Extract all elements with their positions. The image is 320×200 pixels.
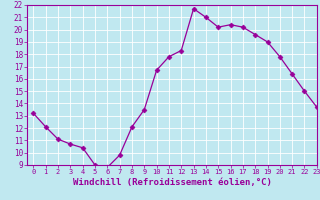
X-axis label: Windchill (Refroidissement éolien,°C): Windchill (Refroidissement éolien,°C) <box>73 178 271 187</box>
